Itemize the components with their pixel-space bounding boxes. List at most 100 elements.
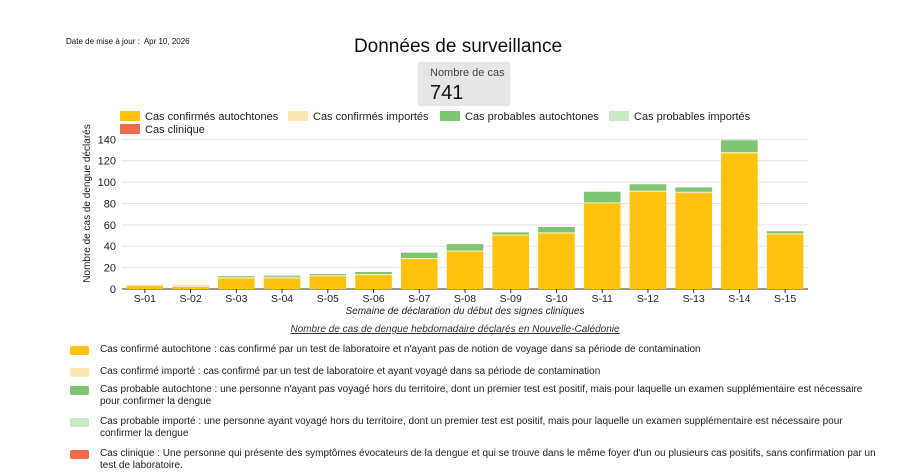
x-tick-label: S-15 — [774, 293, 796, 305]
bar-segment — [721, 140, 758, 153]
bar-segment — [172, 286, 209, 289]
page-title: Données de surveillance — [353, 36, 563, 57]
bar-segment — [263, 278, 301, 289]
bar-segment — [492, 235, 530, 289]
x-tick-label: S-01 — [134, 293, 156, 305]
definition-swatch — [70, 386, 89, 395]
bar-segment — [309, 276, 347, 289]
x-tick-label: S-08 — [454, 293, 476, 305]
definition-swatch — [70, 368, 89, 377]
definition-text: Cas probable importé : une personne ayan… — [100, 416, 843, 439]
bar-segment — [766, 234, 804, 289]
bar-segment — [675, 191, 712, 193]
bar-segment — [492, 232, 530, 235]
definition-text: Cas clinique : Une personne qui présente… — [100, 448, 876, 471]
legend-swatch — [288, 111, 308, 121]
definition-item: Cas probable importé : une personne ayan… — [70, 416, 880, 440]
y-axis-label: Nombre de cas de dengue déclarés — [82, 124, 93, 282]
bar-segment — [355, 271, 392, 275]
definition-text: Cas confirmé autochtone : cas confirmé p… — [100, 344, 701, 355]
bar-segment — [400, 252, 438, 258]
x-tick-label: S-03 — [225, 293, 247, 305]
bar-segment — [721, 139, 758, 141]
x-tick-label: S-10 — [545, 293, 567, 305]
bar-segment — [675, 192, 712, 289]
bar-segment — [126, 285, 164, 289]
definition-swatch — [70, 418, 89, 427]
bar-segment — [446, 251, 484, 289]
dengue-bar-chart: 0 20 40 60 80 100 120 140 S-01 S-02 S-03 S-04 S-05 S-… — [82, 111, 808, 335]
y-tick-label: 140 — [98, 134, 116, 146]
update-label: Date de mise à jour : — [66, 37, 140, 46]
bar-segment — [218, 276, 255, 278]
bar-segment — [263, 275, 301, 277]
bar-segment — [218, 277, 255, 279]
x-tick-label: S-04 — [271, 293, 293, 305]
bar-segment — [309, 275, 347, 277]
bar-segment — [172, 284, 209, 287]
bar-segment — [446, 244, 484, 251]
bar-segment — [492, 234, 530, 236]
legend-swatch — [440, 111, 460, 121]
x-tick-label: S-05 — [317, 293, 339, 305]
bar-segment — [538, 233, 575, 289]
bar-segment — [400, 258, 438, 260]
x-axis-label: Semaine de déclaration du début des sign… — [345, 306, 584, 317]
legend-swatch — [120, 111, 140, 121]
bar-segment — [538, 227, 575, 233]
update-info: Date de mise à jour : Apr 10, 2026 — [66, 37, 190, 46]
x-tick-label: S-06 — [362, 293, 384, 305]
case-count-value: 741 — [430, 82, 464, 104]
bar-segment — [629, 190, 667, 192]
legend-label: Cas probables importés — [634, 111, 751, 123]
bar-segment — [400, 259, 438, 289]
y-tick-label: 60 — [104, 220, 116, 232]
bar-segment — [629, 184, 667, 191]
x-tick-label: S-09 — [500, 293, 522, 305]
bar-segment — [675, 187, 712, 192]
bar-segment — [355, 275, 392, 289]
x-tick-label: S-12 — [637, 293, 659, 305]
x-tick-label: S-07 — [408, 293, 430, 305]
case-count-label: Nombre de cas — [430, 67, 505, 79]
x-tick-label: S-14 — [728, 293, 750, 305]
y-tick-label: 120 — [98, 156, 116, 168]
x-tick-label: S-11 — [591, 293, 613, 305]
bar-segment — [263, 277, 301, 279]
x-tick-label: S-02 — [180, 293, 202, 305]
definition-swatch — [70, 346, 89, 355]
definition-item: Cas confirmé autochtone : cas confirmé p… — [70, 344, 880, 356]
bar-segment — [766, 233, 804, 235]
chart-caption: Nombre de cas de dengue hebdomadaire déc… — [290, 324, 620, 335]
legend-label: Cas clinique — [145, 124, 205, 136]
y-tick-label: 100 — [98, 177, 116, 189]
definition-text: Cas confirmé importé : cas confirmé par … — [100, 366, 601, 377]
bar-segment — [263, 276, 301, 278]
bar-segment — [218, 278, 255, 289]
y-tick-label: 80 — [104, 198, 116, 210]
y-tick-label: 20 — [104, 263, 116, 275]
legend-swatch — [120, 124, 140, 134]
update-date: Apr 10, 2026 — [143, 37, 190, 46]
definition-item: Cas confirmé importé : cas confirmé par … — [70, 366, 880, 378]
legend-label: Cas probables autochtones — [465, 111, 599, 123]
bar-segment — [309, 274, 347, 276]
definition-swatch — [70, 450, 89, 459]
y-tick-label: 0 — [110, 284, 116, 296]
legend-label: Cas confirmés autochtones — [145, 111, 279, 123]
bar-segment — [583, 191, 621, 203]
bar-segment — [721, 153, 758, 289]
bar-segment — [583, 202, 621, 204]
bar-segment — [583, 203, 621, 289]
legend-swatch — [609, 111, 629, 121]
legend-label: Cas confirmés importés — [313, 111, 429, 123]
bar-segment — [355, 274, 392, 276]
bar-segment — [538, 232, 575, 234]
y-tick-label: 40 — [104, 241, 116, 253]
definition-item: Cas probable autochtone : une personne n… — [70, 384, 880, 408]
x-tick-label: S-13 — [683, 293, 705, 305]
bar-segment — [446, 250, 484, 252]
bar-segment — [721, 152, 758, 154]
case-count-card: Nombre de cas 741 — [418, 62, 510, 106]
bar-segment — [126, 284, 164, 286]
